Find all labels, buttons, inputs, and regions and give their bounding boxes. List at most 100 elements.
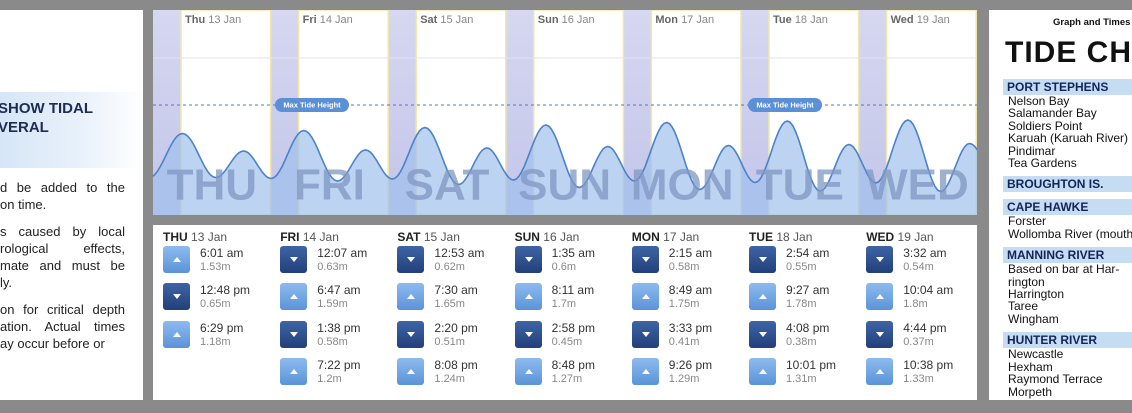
tide-height: 0.63m [317,261,348,273]
tide-height: 0.37m [903,335,934,348]
tide-time: 8:11 am [551,283,595,298]
table-day-header: SUN 16 Jan [515,230,580,244]
table-day-name: SUN [514,230,540,244]
day-watermark: WED [866,161,969,210]
location-item: Morpeth [1008,384,1053,399]
locations-panel: Graph and Times TIDE CH PORT STEPHENS Nel… [989,10,1132,400]
high-tide-icon [749,357,776,385]
day-name: Wed [891,14,914,26]
tide-height: 0.45m [551,335,583,348]
tide-time: 4:44 pm [903,320,947,335]
low-tide-icon [397,320,425,348]
location-section: PORT STEPHENS Nelson Bay Salamander Bay Sol… [1003,79,1132,169]
tide-height: 1.24m [434,372,465,385]
paragraph-line: ay occur before or [0,336,105,351]
day-date: 18 Jan [795,14,828,26]
tide-area [153,120,977,215]
location-item: Pindimar [1008,143,1056,158]
high-tide-icon [280,357,308,385]
day-date: 14 Jan [320,14,353,26]
high-tide-icon [631,357,659,385]
table-day-name: MON [631,230,660,244]
day-date: 16 Jan [562,14,595,26]
day-name: Mon [655,14,678,26]
section-header: BROUGHTON IS. [1003,176,1132,193]
tide-time: 7:22 pm [317,357,361,372]
day-date: 17 Jan [681,14,714,26]
location-item: Harrington [1008,287,1065,302]
tide-time: 12:07 am [317,246,368,260]
paragraph-line: rological effects, [0,241,125,256]
location-item: Hexham [1008,359,1053,374]
tide-time: 8:49 am [668,283,713,298]
tide-height: 0.41m [668,335,700,348]
location-list: PORT STEPHENS Nelson Bay Salamander Bay Sol… [1003,79,1132,400]
day-header: Mon 17 Jan [655,14,714,26]
info-panel: SHOW TIDAL VERAL d be added to the on time.… [0,10,143,400]
tide-height: 0.54m [903,261,934,273]
high-tide-icon [163,320,190,348]
table-day-header: MON 17 Jan [632,230,699,244]
tide-time: 3:33 pm [668,320,713,335]
high-tide-icon [280,283,308,311]
paragraph-line: s caused by local [0,224,125,239]
location-section: HUNTER RIVER Newcastle Hexham Raymond Terra… [1003,332,1132,398]
table-day-date: 19 Jan [897,230,934,244]
tide-height: 1.8m [903,298,928,311]
day-header: Wed 19 Jan [891,14,950,26]
tide-height: 1.31m [786,372,817,385]
tide-height: 0.51m [434,335,465,348]
section-header: MANNING RIVER [1003,247,1132,264]
day-watermark: TUE [756,161,844,210]
tide-height: 0.58m [317,335,348,348]
table-day-header: THU 13 Jan [163,230,227,244]
day-name: Sun [538,14,559,26]
table-day-header: SAT 15 Jan [397,230,459,244]
day-date: 13 Jan [208,14,241,26]
tide-height: 1.18m [200,335,231,348]
high-tide-icon [749,283,776,311]
tide-time: 4:08 pm [786,320,830,335]
location-item: Forster [1008,214,1047,229]
day-date: 15 Jan [440,14,473,26]
table-day-name: TUE [749,230,773,244]
low-tide-icon [397,246,425,273]
caption: Graph and Times [1053,17,1131,28]
table-day-date: 14 Jan [302,230,339,244]
day-name: Tue [773,14,792,26]
tide-time: 9:26 pm [668,357,713,372]
low-tide-icon [163,283,190,311]
tide-time: 1:35 am [551,246,595,260]
low-tide-icon [866,320,894,348]
low-tide-icon [514,320,542,348]
max-tide-pill [748,98,822,112]
tide-time: 12:53 am [434,246,485,260]
tide-height: 0.6m [551,261,577,273]
tide-height: 0.62m [434,261,465,273]
tide-table: THU 13 Jan 6:01 am 1.53m 12:48 pm 0.65m 6:29 … [153,225,977,400]
day-name: Fri [303,14,317,26]
tide-time: 2:15 am [668,246,713,260]
tide-time: 9:27 am [786,283,830,298]
title: TIDE CH [1005,36,1132,69]
table-day-date: 13 Jan [191,230,228,244]
paragraph-line: ation. Actual times [0,319,125,334]
section-header: PORT STEPHENS [1003,79,1132,95]
high-tide-icon [631,283,659,311]
tide-height: 0.58m [668,261,700,273]
location-item: Newcastle [1008,347,1064,362]
table-day-header: WED 19 Jan [866,230,933,244]
table-day-date: 15 Jan [423,230,460,244]
max-tide-pill [275,98,349,112]
tide-curve [153,119,977,193]
tide-height: 1.78m [786,298,817,311]
tide-graph: Thu 13 Jan THU Fri 14 Jan FRI Sat 15 Jan SAT S… [153,10,977,215]
tide-height: 1.33m [903,372,934,385]
low-tide-icon [514,246,542,273]
high-tide-icon [514,357,542,385]
paragraph-line: on time. [0,197,47,212]
table-day-name: WED [866,230,895,244]
tide-time: 6:29 pm [200,320,244,335]
day-date: 19 Jan [917,14,950,26]
heading-line: SHOW TIDAL [0,100,93,117]
